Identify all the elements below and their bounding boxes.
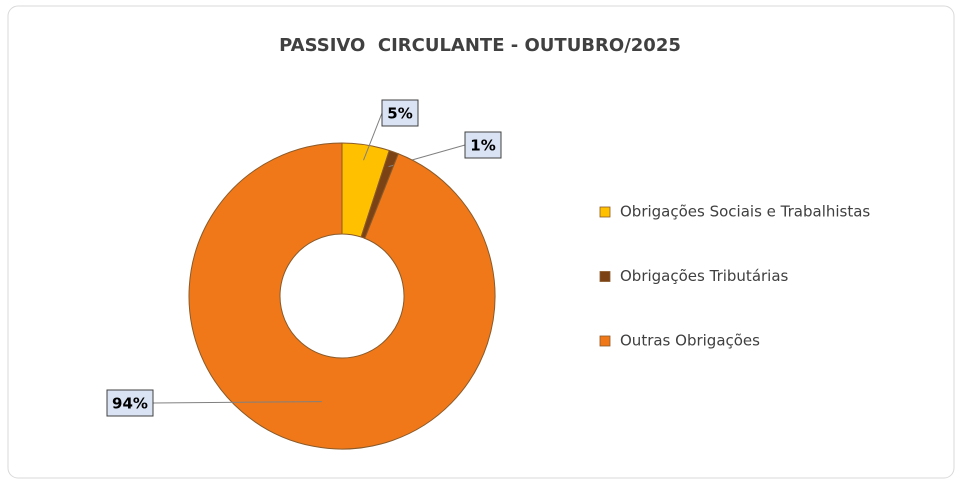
legend-swatch [599, 206, 611, 218]
leader-line [152, 401, 322, 404]
legend-label: Outras Obrigações [620, 332, 760, 350]
legend-label: Obrigações Sociais e Trabalhistas [620, 203, 870, 221]
data-label-box [381, 99, 419, 127]
data-label: 5% [387, 105, 412, 123]
donut-slice [188, 142, 496, 450]
legend-label: Obrigações Tributárias [620, 267, 789, 285]
legend-swatch [599, 335, 611, 347]
data-label-box [464, 131, 502, 159]
legend-swatch [599, 271, 611, 282]
leader-line [363, 112, 383, 161]
data-label: 1% [470, 137, 495, 155]
chart-title: PASSIVO CIRCULANTE - OUTUBRO/2025 [279, 35, 681, 56]
data-label-box [106, 389, 154, 417]
data-label: 94% [112, 395, 148, 413]
